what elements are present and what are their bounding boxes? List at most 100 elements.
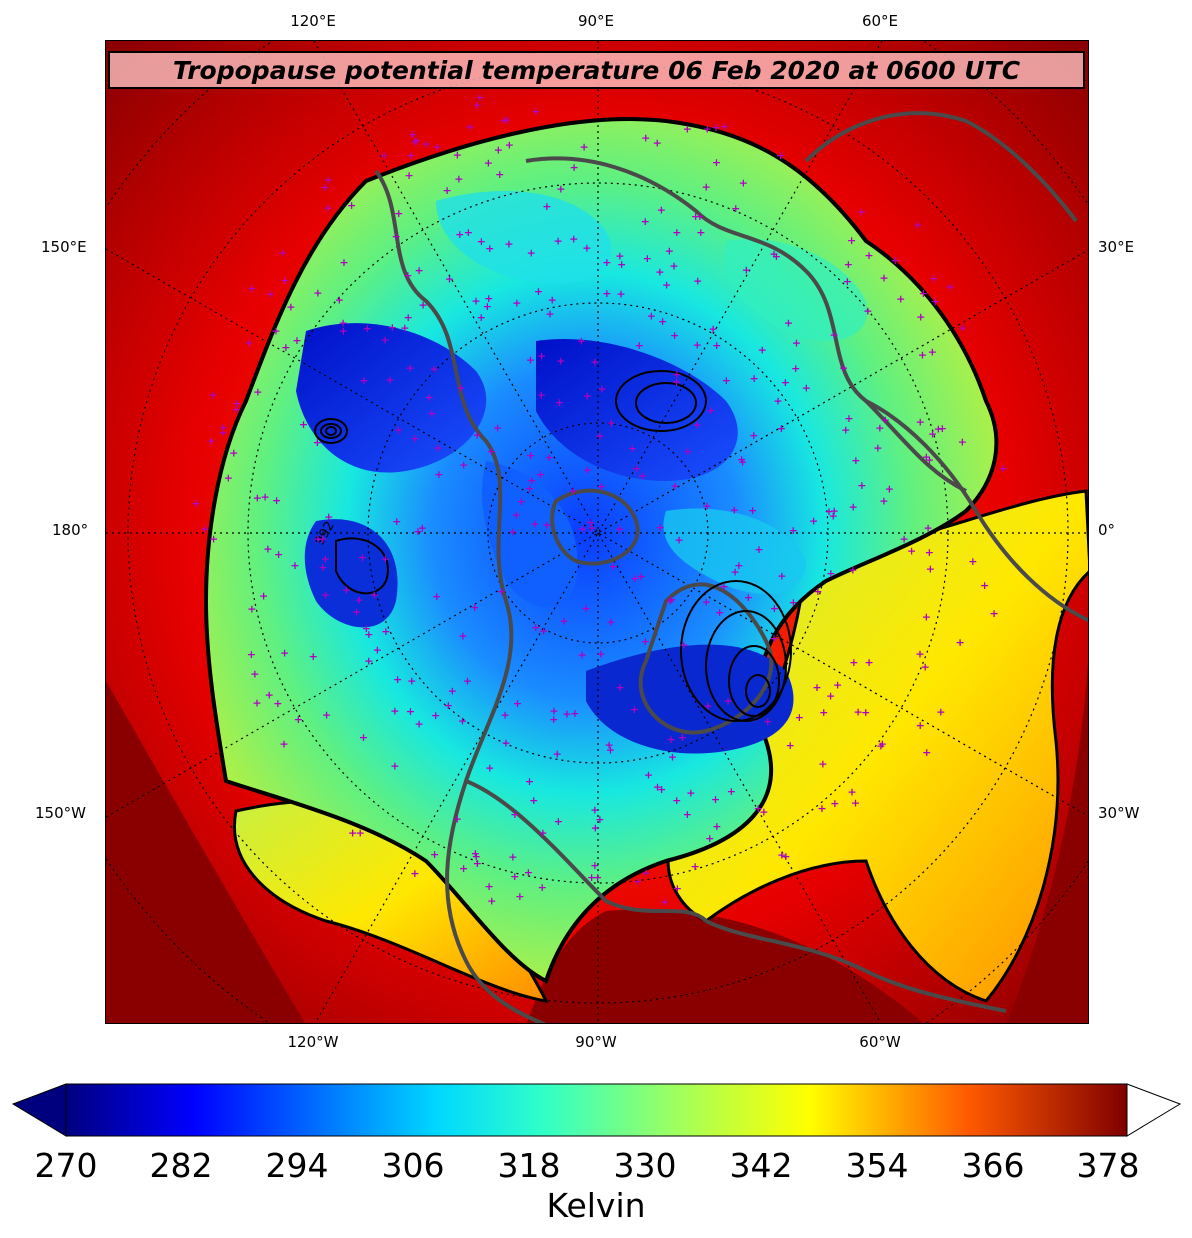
observation-marker: + [861,706,870,719]
observation-marker: + [702,499,711,512]
observation-marker: + [672,794,681,807]
observation-marker: + [427,407,436,420]
observation-marker: + [434,468,443,481]
observation-marker: + [824,505,833,518]
colorbar-tick: 306 [381,1146,445,1185]
observation-marker: + [744,591,753,604]
observation-marker: + [863,305,872,318]
observation-marker: + [925,454,934,467]
observation-marker: + [318,561,327,574]
observation-marker: + [577,334,586,347]
observation-marker: + [602,287,611,300]
observation-marker: + [318,533,327,546]
observation-marker: + [615,250,624,263]
observation-marker: + [881,414,890,427]
observation-marker: + [536,468,545,481]
observation-marker: + [499,114,508,127]
observation-marker: + [583,390,592,403]
observation-marker: + [703,123,712,136]
observation-marker: + [209,532,218,545]
observation-marker: + [393,673,402,686]
observation-marker: + [388,321,397,334]
observation-marker: + [556,355,565,368]
observation-marker: + [781,376,790,389]
observation-marker: + [219,421,228,434]
observation-marker: + [373,644,382,657]
observation-marker: + [412,134,421,147]
observation-marker: + [587,521,596,534]
observation-marker: + [830,505,839,518]
observation-marker: + [324,511,333,524]
observation-marker: + [259,590,268,603]
observation-marker: + [946,280,955,293]
observation-marker: + [525,482,534,495]
colorbar-tick: 378 [1076,1146,1140,1185]
observation-marker: + [873,441,882,454]
observation-marker: + [819,706,828,719]
observation-marker: + [696,226,705,239]
observation-marker: + [294,713,303,726]
observation-marker: + [891,254,900,267]
observation-marker: + [443,184,452,197]
observation-marker: + [508,851,517,864]
observation-marker: + [921,661,930,674]
observation-marker: + [290,559,299,572]
observation-marker: + [922,450,931,463]
observation-marker: + [419,299,428,312]
observation-marker: + [749,429,758,442]
observation-marker: + [292,334,301,347]
observation-marker: + [348,827,357,840]
observation-marker: + [459,862,468,875]
observation-marker: + [849,656,858,669]
observation-marker: + [754,802,763,815]
observation-marker: + [313,436,322,449]
colorbar-tick: 282 [149,1146,213,1185]
observation-marker: + [261,490,270,503]
observation-marker: + [512,509,521,522]
observation-marker: + [595,813,604,826]
observation-marker: + [531,105,540,118]
observation-marker: + [616,288,625,301]
observation-marker: + [247,603,256,616]
observation-marker: + [339,316,348,329]
observation-marker: + [208,388,217,401]
observation-marker: + [526,449,535,462]
observation-marker: + [253,492,262,505]
observation-marker: + [813,585,822,598]
observation-marker: + [812,681,821,694]
observation-marker: + [865,656,874,669]
observation-marker: + [407,674,416,687]
observation-marker: + [477,235,486,248]
observation-marker: + [464,226,473,239]
observation-marker: + [508,525,517,538]
observation-marker: + [364,655,373,668]
observation-marker: + [356,827,365,840]
observation-marker: + [362,622,371,635]
observation-marker: + [430,363,439,376]
observation-marker: + [593,871,602,884]
observation-marker: + [495,168,504,181]
observation-marker: + [670,329,679,342]
observation-marker: + [578,648,587,661]
observation-marker: + [777,848,786,861]
observation-marker: + [453,812,462,825]
observation-marker: + [628,442,637,455]
observation-marker: + [662,278,671,291]
observation-marker: + [770,602,779,615]
observation-marker: + [848,563,857,576]
observation-marker: + [596,648,605,661]
observation-marker: + [280,274,289,287]
observation-marker: + [672,226,681,239]
observation-marker: + [485,880,494,893]
observation-marker: + [359,731,368,744]
observation-marker: + [229,447,238,460]
observation-marker: + [691,210,700,223]
observation-marker: + [734,559,743,572]
observation-marker: + [232,403,241,416]
observation-marker: + [580,141,589,154]
observation-marker: + [617,258,626,271]
observation-marker: + [553,748,562,761]
observation-marker: + [487,895,496,908]
observation-marker: + [595,429,604,442]
observation-marker: + [643,252,652,265]
